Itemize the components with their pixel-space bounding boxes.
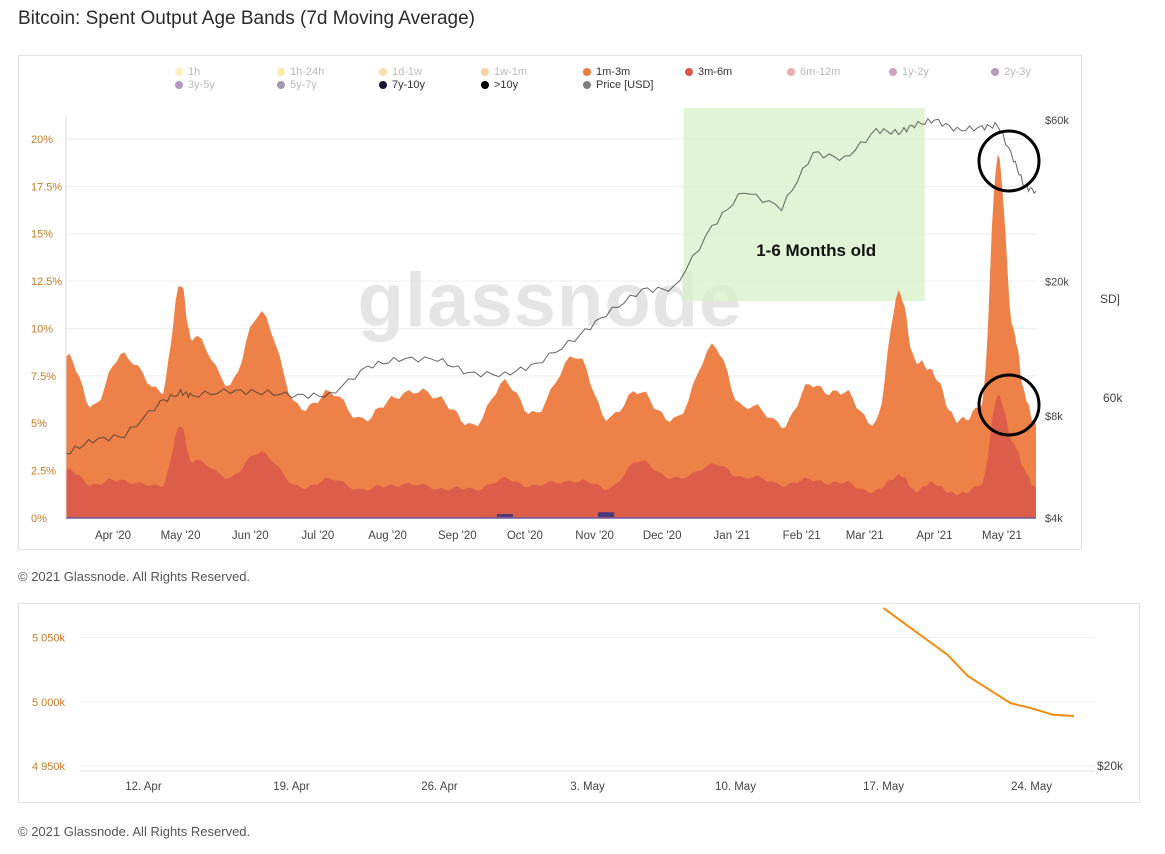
- clipped-price-label: 60k: [1103, 391, 1123, 405]
- legend-swatch-icon: [583, 68, 591, 76]
- legend-swatch-icon: [583, 81, 591, 89]
- legend-label: 1d-1w: [392, 66, 422, 78]
- legend-item-1h-24h[interactable]: 1h-24h: [277, 66, 324, 78]
- legend-item-price-usd-[interactable]: Price [USD]: [583, 79, 653, 91]
- legend-label: 6m-12m: [800, 66, 841, 78]
- clipped-price-label-bottom: $20k: [1097, 759, 1124, 773]
- clipped-axis-title: SD]: [1100, 292, 1121, 306]
- legend-item-1h[interactable]: 1h: [175, 66, 200, 78]
- legend-swatch-icon: [991, 68, 999, 76]
- legend-label: 1w-1m: [494, 66, 528, 78]
- legend-item-7y-10y[interactable]: 7y-10y: [379, 79, 425, 91]
- legend-swatch-icon: [889, 68, 897, 76]
- legend-item-1m-3m[interactable]: 1m-3m: [583, 66, 630, 78]
- chart-title: Bitcoin: Spent Output Age Bands (7d Movi…: [18, 8, 475, 29]
- legend-swatch-icon: [685, 68, 693, 76]
- legend-label: 1h-24h: [290, 66, 325, 78]
- copyright-notice: © 2021 Glassnode. All Rights Reserved.: [18, 569, 251, 584]
- legend-item-6m-12m[interactable]: 6m-12m: [787, 66, 840, 78]
- legend-item-2y-3y[interactable]: 2y-3y: [991, 66, 1031, 78]
- legend-swatch-icon: [379, 81, 387, 89]
- legend-swatch-icon: [481, 68, 489, 76]
- legend-swatch-icon: [277, 81, 285, 89]
- legend-label: 7y-10y: [392, 79, 426, 91]
- legend-swatch-icon: [379, 68, 387, 76]
- legend-item-3m-6m[interactable]: 3m-6m: [685, 66, 732, 78]
- legend-label: 1m-3m: [596, 66, 631, 78]
- legend-item-3y-5y[interactable]: 3y-5y: [175, 79, 215, 91]
- legend-label: Price [USD]: [596, 79, 654, 91]
- legend-item-1y-2y[interactable]: 1y-2y: [889, 66, 929, 78]
- legend-label: 5y-7y: [290, 79, 317, 91]
- legend-item-1w-1m[interactable]: 1w-1m: [481, 66, 527, 78]
- legend-item-1d-1w[interactable]: 1d-1w: [379, 66, 422, 78]
- legend-label: 3m-6m: [698, 66, 733, 78]
- legend-item--10y[interactable]: >10y: [481, 79, 518, 91]
- legend-label: >10y: [494, 79, 519, 91]
- legend-label: 1y-2y: [902, 66, 929, 78]
- secondary-chart-panel: [18, 603, 1140, 803]
- copyright-notice-bottom: © 2021 Glassnode. All Rights Reserved.: [18, 824, 251, 839]
- legend-label: 1h: [188, 66, 201, 78]
- legend-swatch-icon: [175, 81, 183, 89]
- legend-swatch-icon: [787, 68, 795, 76]
- legend-swatch-icon: [277, 68, 285, 76]
- main-chart-panel: [18, 55, 1082, 550]
- legend-item-5y-7y[interactable]: 5y-7y: [277, 79, 317, 91]
- legend-swatch-icon: [175, 68, 183, 76]
- legend-label: 2y-3y: [1004, 66, 1031, 78]
- legend-swatch-icon: [481, 81, 489, 89]
- legend-label: 3y-5y: [188, 79, 215, 91]
